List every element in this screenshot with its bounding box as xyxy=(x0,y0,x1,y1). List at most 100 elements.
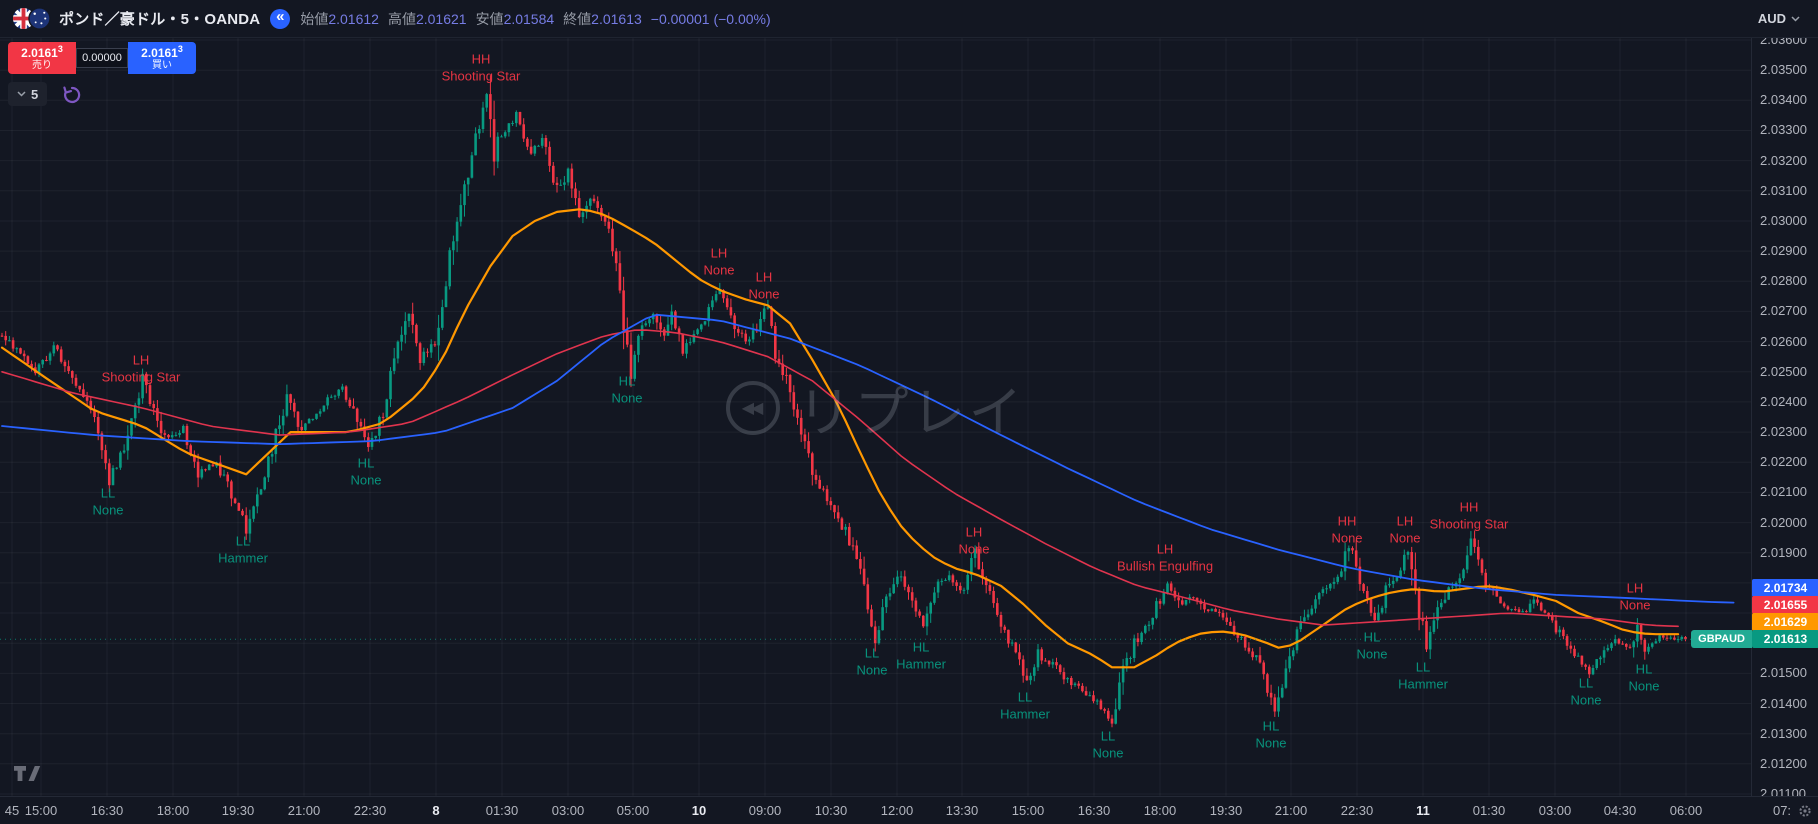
candle-body xyxy=(433,344,437,346)
candle-body xyxy=(1010,642,1014,644)
candle-body xyxy=(1192,597,1195,599)
candle-body xyxy=(1306,614,1310,618)
candle-body xyxy=(988,585,992,591)
candle-body xyxy=(888,593,892,597)
replay-mode-badge-icon[interactable]: « xyxy=(270,8,291,29)
candle-body xyxy=(1129,658,1132,659)
candle-body xyxy=(1525,611,1528,613)
candle-body xyxy=(1403,554,1406,571)
candle-body xyxy=(633,354,636,379)
candle-body xyxy=(1251,651,1254,658)
ma-fast-line xyxy=(0,208,1680,669)
high-value: 2.01621 xyxy=(415,10,467,27)
candle-body xyxy=(1136,638,1140,642)
candle-body xyxy=(274,428,278,455)
currency-axis-button[interactable]: AUD xyxy=(1752,7,1806,30)
candle-body xyxy=(1147,624,1151,626)
candle-body xyxy=(1177,597,1180,601)
candle-body xyxy=(907,586,910,593)
candle-body xyxy=(344,386,348,400)
candle-body xyxy=(1654,641,1658,644)
candlestick-chart-canvas[interactable] xyxy=(0,38,1751,796)
candle-body xyxy=(1436,607,1439,621)
candle-body xyxy=(100,433,104,451)
candle-body xyxy=(933,592,936,603)
candle-body xyxy=(644,323,648,326)
candle-body xyxy=(1169,583,1173,591)
sell-button[interactable]: 2.01613 売り xyxy=(8,42,76,74)
candle-body xyxy=(1354,550,1358,567)
candle-body xyxy=(1284,668,1288,688)
candle-body xyxy=(766,307,770,309)
candle-body xyxy=(470,155,474,178)
candle-body xyxy=(1558,629,1561,633)
candle-body xyxy=(355,408,359,422)
candle-body xyxy=(703,321,707,325)
candle-body xyxy=(818,479,821,489)
time-axis[interactable]: 45 15:00 16:30 18:00 19:30 21:00 22:30 8 01:30 03… xyxy=(0,796,1818,824)
interval-selector[interactable]: 5 xyxy=(8,82,48,106)
candle-body xyxy=(981,569,984,579)
replay-restart-button[interactable] xyxy=(60,84,84,106)
candle-body xyxy=(803,434,807,442)
candle-body xyxy=(1650,643,1654,647)
candle-body xyxy=(4,335,7,341)
symbol-button[interactable]: ポンド／豪ドル・5・OANDA xyxy=(12,7,260,30)
candle-body xyxy=(1021,659,1025,676)
candle-body xyxy=(341,386,344,390)
candle-body xyxy=(833,505,836,513)
candle-body xyxy=(1680,637,1684,640)
candle-body xyxy=(348,399,352,407)
candle-body xyxy=(1025,675,1029,681)
candle-body xyxy=(544,138,548,147)
candle-body xyxy=(903,576,907,587)
open-value: 2.01612 xyxy=(328,10,379,27)
price-axis-label: 2.01400 xyxy=(1760,695,1807,711)
candle-body xyxy=(1543,610,1547,613)
price-axis-label: 2.01200 xyxy=(1760,755,1807,771)
candle-body xyxy=(1221,612,1225,618)
candle-body xyxy=(111,468,115,486)
time-axis-label: 09:00 xyxy=(748,803,782,818)
candle-body xyxy=(1229,621,1232,626)
candle-body xyxy=(844,526,847,530)
candle-body xyxy=(1591,668,1595,675)
buy-price-sup-digit: 3 xyxy=(177,44,183,54)
candle-body xyxy=(707,307,710,322)
candle-body xyxy=(1058,665,1062,672)
gear-icon[interactable] xyxy=(1798,804,1812,818)
candle-body xyxy=(474,133,477,156)
candle-body xyxy=(1206,609,1210,611)
candle-body xyxy=(1388,583,1391,586)
candle-body xyxy=(1621,643,1624,645)
chart-area[interactable]: ◀◀ リプレイ HH Shooting Star LH Shooting Star LL… xyxy=(0,38,1751,796)
candle-body xyxy=(1347,548,1351,552)
candle-body xyxy=(1343,551,1347,572)
candle-body xyxy=(1125,658,1129,666)
candle-body xyxy=(478,129,481,134)
candle-body xyxy=(507,123,511,133)
candle-body xyxy=(1643,639,1647,652)
candle-body xyxy=(1588,666,1591,675)
candle-body xyxy=(1410,552,1413,570)
candle-body xyxy=(30,363,33,368)
buy-button[interactable]: 2.01613 買い xyxy=(128,42,196,74)
candle-body xyxy=(1584,664,1587,667)
candle-body xyxy=(825,489,829,502)
time-axis-label: 13:30 xyxy=(945,803,979,818)
price-axis[interactable]: 2.03600 2.03500 2.03400 2.03300 2.03200 2.031… xyxy=(1691,32,1818,801)
candle-body xyxy=(1262,662,1265,675)
candle-body xyxy=(526,138,529,147)
candle-body xyxy=(970,558,973,575)
candle-body xyxy=(700,324,703,330)
candle-body xyxy=(56,345,59,350)
candle-body xyxy=(1351,548,1354,551)
candle-body xyxy=(185,426,189,446)
candle-body xyxy=(1565,636,1569,646)
candle-body xyxy=(1658,635,1661,642)
candle-body xyxy=(252,506,255,519)
candle-body xyxy=(1203,603,1206,610)
currency-label: AUD xyxy=(1757,11,1786,26)
tradingview-logo[interactable] xyxy=(12,764,42,788)
